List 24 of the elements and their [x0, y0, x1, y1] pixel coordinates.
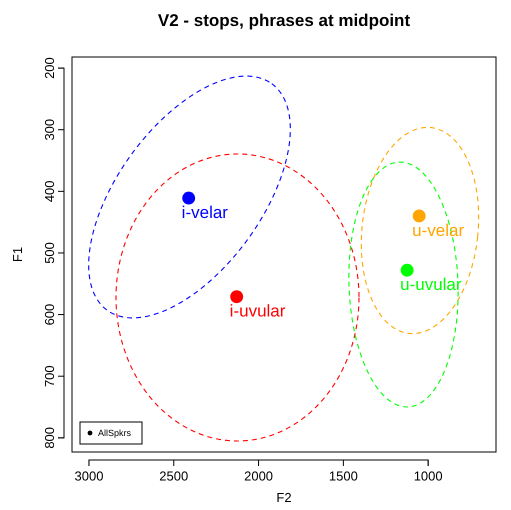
y-tick-label: 800 [42, 426, 57, 449]
x-axis-title: F2 [276, 490, 292, 505]
x-tick-label: 1000 [414, 468, 443, 484]
y-tick-label: 200 [42, 57, 57, 79]
x-tick-label: 2500 [159, 468, 188, 484]
y-tick-label: 500 [42, 242, 57, 264]
point [182, 192, 196, 205]
y-axis-title: F1 [10, 246, 25, 262]
chart-title: V2 - stops, phrases at midpoint [158, 11, 410, 30]
annotation: i-uvular [230, 302, 286, 321]
annotation: u-uvular [400, 275, 462, 294]
y-tick-label: 400 [42, 180, 57, 202]
point [230, 290, 244, 304]
text: AllSpkrs [98, 428, 132, 438]
point [400, 264, 414, 277]
x-tick-label: 3000 [74, 468, 104, 484]
point [412, 210, 426, 222]
x-tick-label: 2000 [244, 468, 274, 484]
x-tick-label: 1500 [328, 468, 358, 484]
y-tick-label: 600 [42, 304, 57, 326]
annotation: i-velar [182, 203, 228, 222]
y-tick-label: 300 [42, 118, 57, 141]
annotation: u-velar [412, 220, 464, 240]
y-tick-label: 700 [42, 365, 57, 388]
